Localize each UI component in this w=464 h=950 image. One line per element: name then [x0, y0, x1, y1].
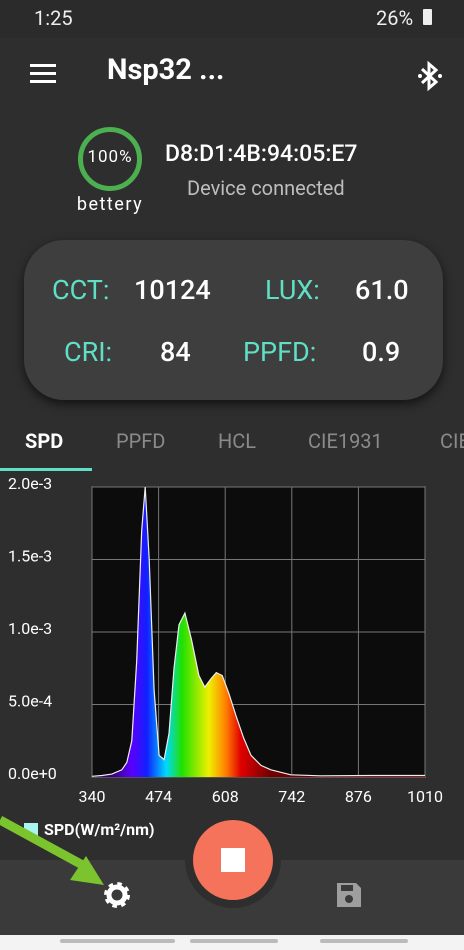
bluetooth-button[interactable] [416, 60, 444, 92]
device-status: Device connected [187, 176, 345, 200]
nav-pill [320, 939, 408, 943]
spectrum-area [92, 487, 425, 777]
tab[interactable]: HCL [218, 429, 256, 453]
nav-pill [60, 939, 175, 943]
app-title: Nsp32 ... [107, 53, 224, 87]
metric-value: 84 [160, 336, 191, 368]
spectrum-line [92, 487, 425, 776]
legend-swatch [24, 823, 38, 837]
icon-dot [418, 74, 422, 78]
tab[interactable]: PPFD [116, 429, 165, 453]
y-tick-label: 2.0e-3 [8, 474, 52, 493]
save-icon-label [341, 885, 353, 891]
plot-area [92, 487, 425, 777]
tab[interactable]: SPD [25, 429, 63, 453]
app-screen: 1:25 26% Nsp32 ... 100% bettery D8:D1:4B… [0, 0, 464, 950]
metric-value: 0.9 [362, 336, 400, 368]
stop-icon [221, 848, 245, 872]
legend-label: SPD(W/m²/nm) [44, 820, 155, 839]
metric-label: PPFD: [243, 336, 316, 368]
status-battery: 26% [376, 6, 413, 30]
metric-value: 10124 [134, 274, 211, 306]
x-tick-label: 340 [79, 787, 106, 806]
battery-percent: 100% [78, 147, 142, 167]
x-tick-label: 1010 [407, 787, 443, 806]
y-tick-label: 5.0e-4 [8, 692, 52, 711]
metrics-card [24, 240, 443, 400]
battery-icon [423, 9, 432, 25]
icon-dot [438, 74, 442, 78]
y-tick-label: 1.0e-3 [8, 619, 52, 638]
x-tick-label: 474 [145, 787, 172, 806]
nav-pill [190, 939, 278, 943]
metric-value: 61.0 [355, 274, 409, 306]
gear-body [109, 887, 125, 903]
metric-label: CCT: [52, 274, 109, 306]
device-address: D8:D1:4B:94:05:E7 [165, 140, 357, 167]
save-icon-disc [345, 895, 353, 903]
y-tick-label: 0.0e+0 [8, 764, 57, 783]
x-tick-label: 876 [345, 787, 372, 806]
tab[interactable]: CIE1931 [308, 429, 383, 453]
save-button[interactable] [336, 882, 362, 908]
x-tick-label: 608 [212, 787, 239, 806]
x-tick-label: 742 [278, 787, 305, 806]
y-tick-label: 1.5e-3 [8, 547, 52, 566]
metric-label: CRI: [64, 336, 112, 368]
tab-indicator [0, 468, 92, 471]
battery-label: bettery [58, 194, 162, 215]
settings-button[interactable] [102, 880, 132, 910]
bluetooth-icon [422, 64, 436, 88]
tab[interactable]: CIE [440, 429, 464, 453]
status-time: 1:25 [34, 6, 73, 30]
metric-label: LUX: [265, 274, 320, 306]
menu-button[interactable] [30, 64, 56, 67]
